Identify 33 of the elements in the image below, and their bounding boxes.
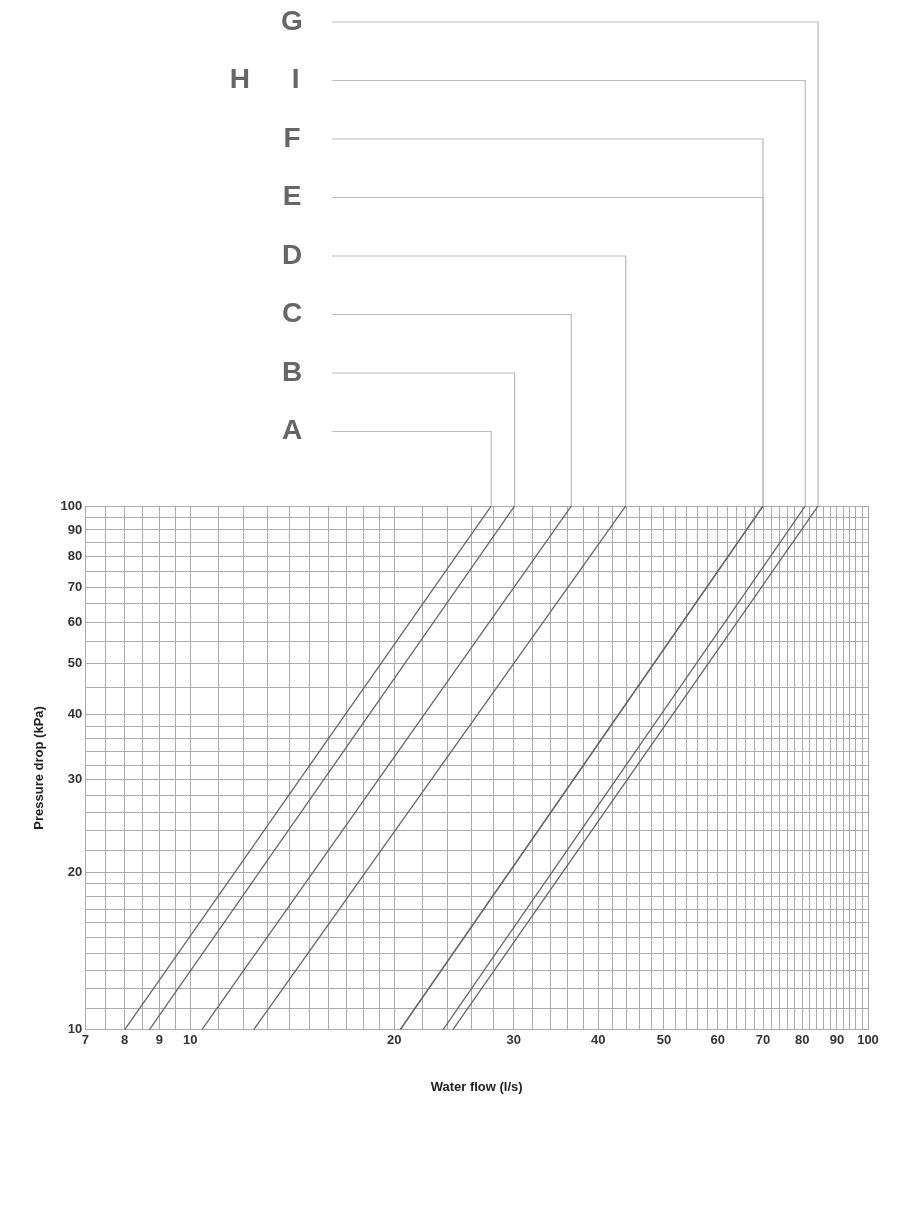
x-tick-label: 50 [656, 1032, 672, 1048]
x-tick-label: 7 [81, 1032, 89, 1048]
x-tick-label: 60 [710, 1032, 725, 1048]
y-tick-label: 100 [60, 497, 83, 513]
x-tick-label: 80 [795, 1032, 810, 1048]
y-tick-label: 60 [67, 613, 83, 629]
x-tick-label: 20 [387, 1032, 402, 1048]
y-tick-label: 30 [67, 771, 83, 787]
y-tick-label: 40 [67, 706, 83, 722]
x-tick-label: 8 [120, 1032, 129, 1048]
x-tick-label: 30 [506, 1032, 521, 1048]
x-tick-label: 9 [155, 1032, 163, 1048]
y-tick-label: 80 [67, 548, 83, 564]
text: H I [229, 63, 317, 95]
y-tick-label: 10 [67, 1021, 83, 1037]
text: C [281, 297, 303, 329]
text: E [282, 180, 302, 212]
x-tick-label: 10 [183, 1032, 198, 1048]
y-tick-label: 20 [67, 863, 83, 879]
x-tick-label: 90 [829, 1032, 845, 1048]
x-axis-title: Water flow (l/s) [430, 1078, 523, 1094]
text: D [281, 238, 303, 270]
y-tick-label: 90 [67, 521, 83, 537]
y-tick-label: 70 [67, 578, 83, 594]
x-tick-label: 70 [755, 1032, 771, 1048]
text: A [281, 414, 303, 446]
text: F [283, 121, 301, 153]
text: G [281, 4, 303, 36]
x-tick-label: 100 [857, 1032, 879, 1048]
x-tick-label: 40 [591, 1032, 606, 1048]
text: B [281, 355, 303, 387]
y-tick-label: 50 [67, 655, 83, 671]
y-axis-title: Pressure drop (kPa) [31, 706, 47, 830]
